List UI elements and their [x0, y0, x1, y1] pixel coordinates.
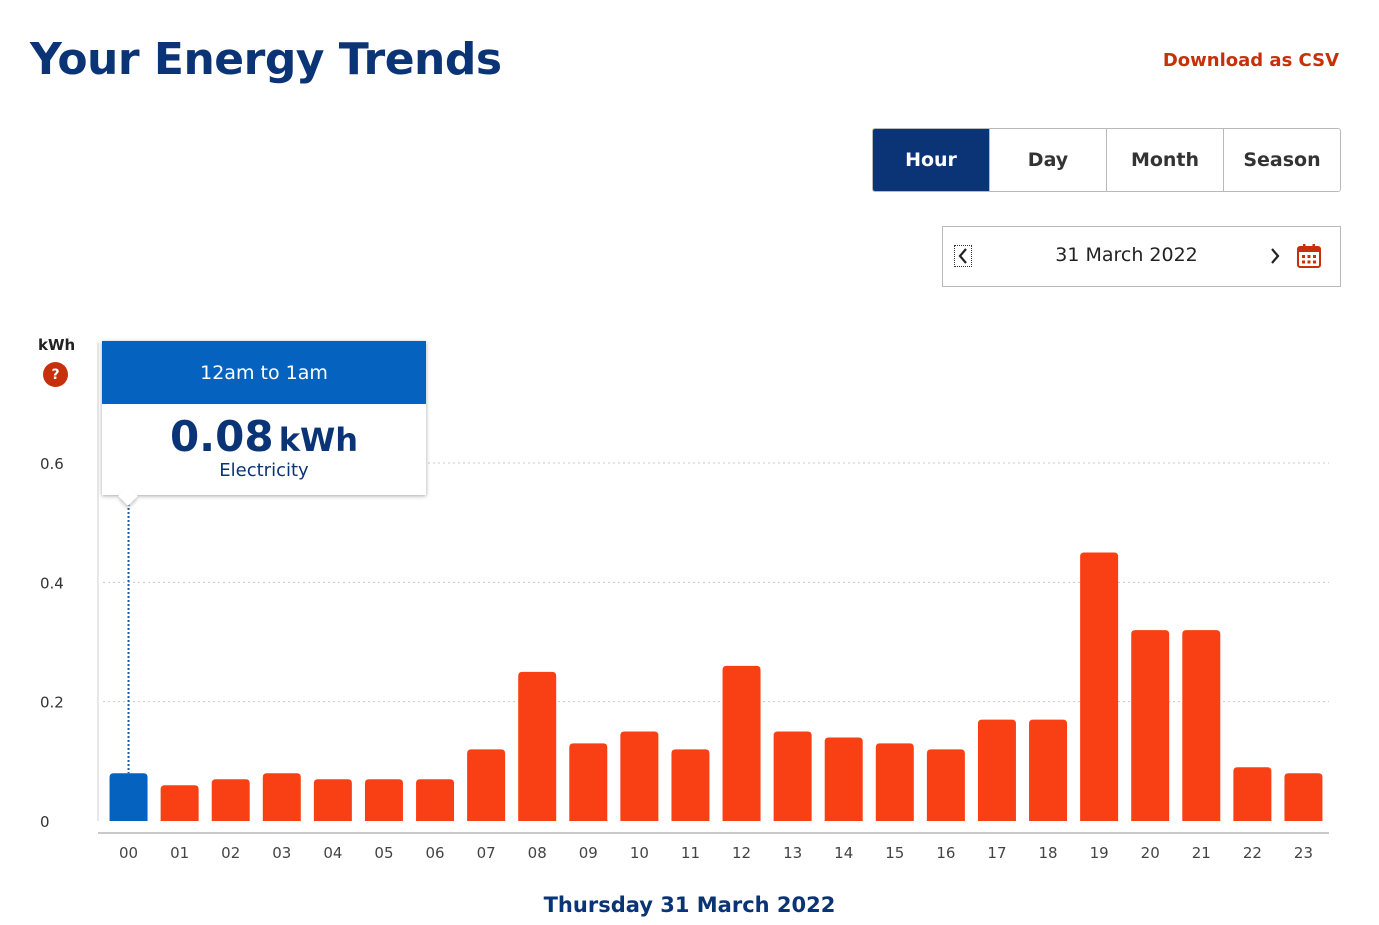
energy-bar-chart: 0 0.2 0.4 0.6 00 01 02 03 04 05 06 07 08 09 10 11 12 13 14… — [40, 343, 1329, 862]
x-tick-label: 07 — [477, 844, 496, 862]
x-tick-label: 08 — [528, 844, 547, 862]
x-tick-label: 04 — [323, 844, 342, 862]
bar-07[interactable] — [467, 749, 506, 821]
x-tick-label: 21 — [1192, 844, 1211, 862]
tooltip-value-row: 0.08 kWh — [102, 416, 426, 458]
y-axis-unit-label: kWh — [38, 336, 76, 354]
bar-05[interactable] — [364, 779, 403, 821]
x-tick-label: 22 — [1243, 844, 1262, 862]
chevron-right-icon[interactable] — [1267, 246, 1283, 266]
x-tick-label: 15 — [885, 844, 904, 862]
bar-12[interactable] — [722, 665, 761, 821]
bar-14[interactable] — [824, 737, 863, 821]
x-tick-label: 10 — [630, 844, 649, 862]
bar-22[interactable] — [1233, 767, 1272, 821]
bar-16[interactable] — [926, 749, 965, 821]
bar-10[interactable] — [620, 731, 659, 822]
tooltip-unit: kWh — [278, 421, 359, 459]
x-tick-label: 23 — [1294, 844, 1313, 862]
y-tick-label: 0.4 — [40, 574, 64, 592]
x-tick-label: 12 — [732, 844, 751, 862]
x-tick-label: 20 — [1141, 844, 1160, 862]
y-tick-label: 0 — [40, 813, 50, 831]
x-tick-label: 02 — [221, 844, 240, 862]
x-tick-label: 17 — [987, 844, 1006, 862]
x-tick-label: 16 — [936, 844, 955, 862]
y-tick-label: 0.2 — [40, 694, 64, 712]
calendar-icon[interactable] — [1296, 243, 1322, 269]
bar-11[interactable] — [671, 749, 710, 821]
y-tick-label: 0.6 — [40, 455, 64, 473]
x-tick-label: 05 — [374, 844, 393, 862]
tab-season[interactable]: Season — [1223, 129, 1340, 191]
period-tabs: Hour Day Month Season — [872, 128, 1341, 192]
bar-04[interactable] — [313, 779, 352, 821]
x-tick-label: 13 — [783, 844, 802, 862]
bar-21[interactable] — [1182, 630, 1221, 821]
bar-08[interactable] — [518, 671, 557, 821]
bar-00[interactable] — [109, 773, 148, 821]
bar-02[interactable] — [211, 779, 250, 821]
bar-03[interactable] — [262, 773, 301, 821]
x-tick-label: 18 — [1038, 844, 1057, 862]
date-navigator: 31 March 2022 — [942, 226, 1341, 287]
x-tick-label: 09 — [579, 844, 598, 862]
bar-17[interactable] — [977, 719, 1016, 821]
page-title: Your Energy Trends — [30, 34, 502, 85]
tooltip-series-name: Electricity — [219, 460, 309, 481]
bar-06[interactable] — [416, 779, 455, 821]
x-tick-label: 14 — [834, 844, 853, 862]
download-csv-link[interactable]: Download as CSV — [1162, 50, 1339, 71]
bar-23[interactable] — [1284, 773, 1323, 821]
x-tick-label: 06 — [425, 844, 444, 862]
x-tick-label: 11 — [681, 844, 700, 862]
chart-tooltip: 12am to 1am 0.08 kWh Electricity — [102, 341, 426, 506]
tooltip-heading: 12am to 1am — [102, 341, 426, 404]
bar-20[interactable] — [1131, 630, 1170, 821]
x-tick-label: 01 — [170, 844, 189, 862]
x-tick-label: 00 — [119, 844, 138, 862]
bar-18[interactable] — [1029, 719, 1068, 821]
tab-month[interactable]: Month — [1106, 129, 1223, 191]
bar-01[interactable] — [160, 785, 199, 821]
chart-date-caption: Thursday 31 March 2022 — [543, 893, 836, 917]
current-date: 31 March 2022 — [1055, 244, 1198, 266]
bar-13[interactable] — [773, 731, 812, 822]
bar-19[interactable] — [1080, 552, 1119, 822]
x-tick-label: 19 — [1090, 844, 1109, 862]
chevron-left-icon[interactable] — [954, 245, 972, 267]
bar-15[interactable] — [875, 743, 914, 821]
bar-09[interactable] — [569, 743, 608, 821]
tooltip-value: 0.08 — [169, 412, 274, 461]
help-icon[interactable]: ? — [43, 362, 68, 387]
tab-hour[interactable]: Hour — [873, 129, 989, 191]
x-tick-label: 03 — [272, 844, 291, 862]
tab-day[interactable]: Day — [989, 129, 1106, 191]
